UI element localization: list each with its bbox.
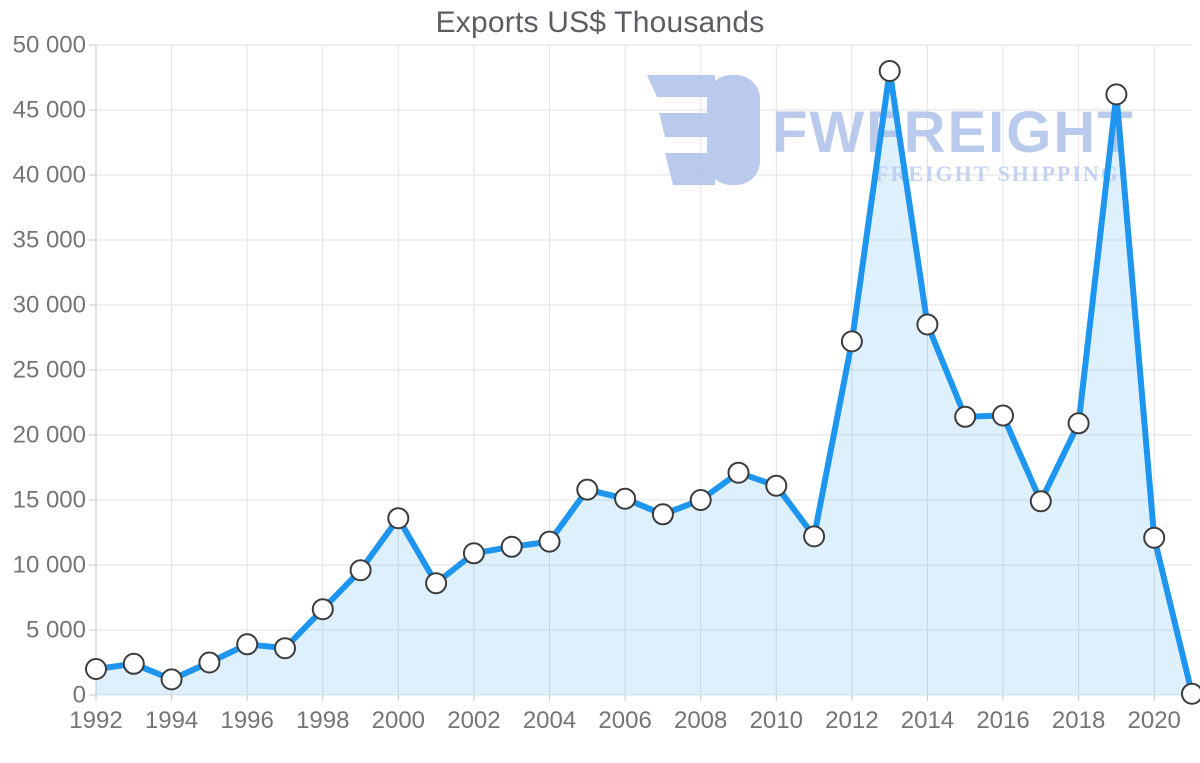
x-axis-label: 1994 [145, 707, 198, 734]
logo-top-bar [647, 75, 715, 97]
data-point-marker [1067, 412, 1090, 435]
x-axis-label: 2008 [674, 707, 727, 734]
data-point-marker [992, 404, 1014, 427]
x-axis-label: 2006 [598, 707, 651, 734]
x-axis-label: 2004 [523, 707, 576, 734]
data-point-marker [614, 487, 637, 510]
data-point-marker [425, 572, 448, 595]
x-axis-label: 2000 [372, 707, 425, 734]
data-point-marker [85, 658, 107, 680]
data-point-marker [727, 461, 750, 484]
data-point-marker [1181, 682, 1200, 705]
axis-labels: 0 5 000 10 000 15 000 20 000 25 000 30 000 35 0… [13, 32, 1181, 735]
data-point-marker [387, 507, 410, 530]
data-point-marker [538, 530, 561, 553]
data-point-marker [274, 637, 296, 660]
x-axis-label: 1992 [69, 707, 122, 734]
x-axis-label: 2002 [447, 707, 500, 734]
y-axis-label: 50 000 [13, 32, 86, 59]
y-axis-label: 30 000 [13, 292, 86, 319]
watermark-brand-text: FWFREIGHT [772, 100, 1135, 165]
x-axis-label: 2018 [1052, 707, 1105, 734]
data-point-marker [1029, 490, 1052, 513]
data-point-marker [349, 559, 372, 582]
data-point-marker [462, 542, 485, 565]
watermark: FWFREIGHT FREIGHT SHIPPING [647, 75, 1135, 186]
y-axis-label: 5 000 [26, 617, 86, 644]
area-fill [96, 71, 1192, 695]
data-point-marker [878, 60, 901, 82]
logo-bottom-bar [665, 153, 715, 185]
x-axis-label: 2014 [901, 707, 954, 734]
y-axis-label: 20 000 [13, 422, 86, 449]
y-axis-label: 35 000 [13, 227, 86, 254]
data-point-marker [576, 478, 599, 501]
x-axis-label: 2020 [1128, 707, 1181, 734]
y-axis-label: 10 000 [13, 552, 86, 579]
data-point-marker [236, 633, 259, 656]
x-axis-label: 2016 [976, 707, 1029, 734]
data-point-marker [689, 489, 712, 511]
data-point-marker [1105, 83, 1128, 106]
data-point-markers [85, 60, 1200, 705]
data-point-marker [840, 330, 863, 353]
data-point-marker [198, 651, 221, 674]
logo-body [707, 75, 760, 185]
x-axis-label: 2012 [825, 707, 878, 734]
x-axis-label: 1998 [296, 707, 349, 734]
y-axis-label: 40 000 [13, 162, 86, 189]
data-point-marker [954, 405, 977, 428]
data-point-marker [803, 525, 826, 548]
gridlines [89, 44, 1192, 701]
y-axis-label: 25 000 [13, 357, 86, 384]
y-axis-label: 45 000 [13, 97, 86, 124]
x-axis-label: 1996 [220, 707, 273, 734]
logo-middle-bar [659, 113, 715, 137]
data-point-marker [651, 503, 674, 526]
data-point-marker [1143, 526, 1166, 549]
fwfreight-logo-icon [647, 75, 760, 185]
data-point-marker [765, 474, 788, 497]
data-point-marker [500, 535, 523, 558]
y-axis-label: 15 000 [13, 487, 86, 514]
data-point-marker [160, 668, 183, 691]
x-axis-label: 2010 [750, 707, 803, 734]
watermark-tagline-text: FREIGHT SHIPPING [875, 161, 1120, 186]
series-area [96, 71, 1192, 695]
data-point-marker [311, 598, 334, 621]
data-point-marker [122, 652, 145, 675]
chart-title: Exports US$ Thousands [435, 6, 765, 39]
data-point-marker [916, 313, 939, 336]
y-axis-label: 0 [73, 682, 86, 709]
